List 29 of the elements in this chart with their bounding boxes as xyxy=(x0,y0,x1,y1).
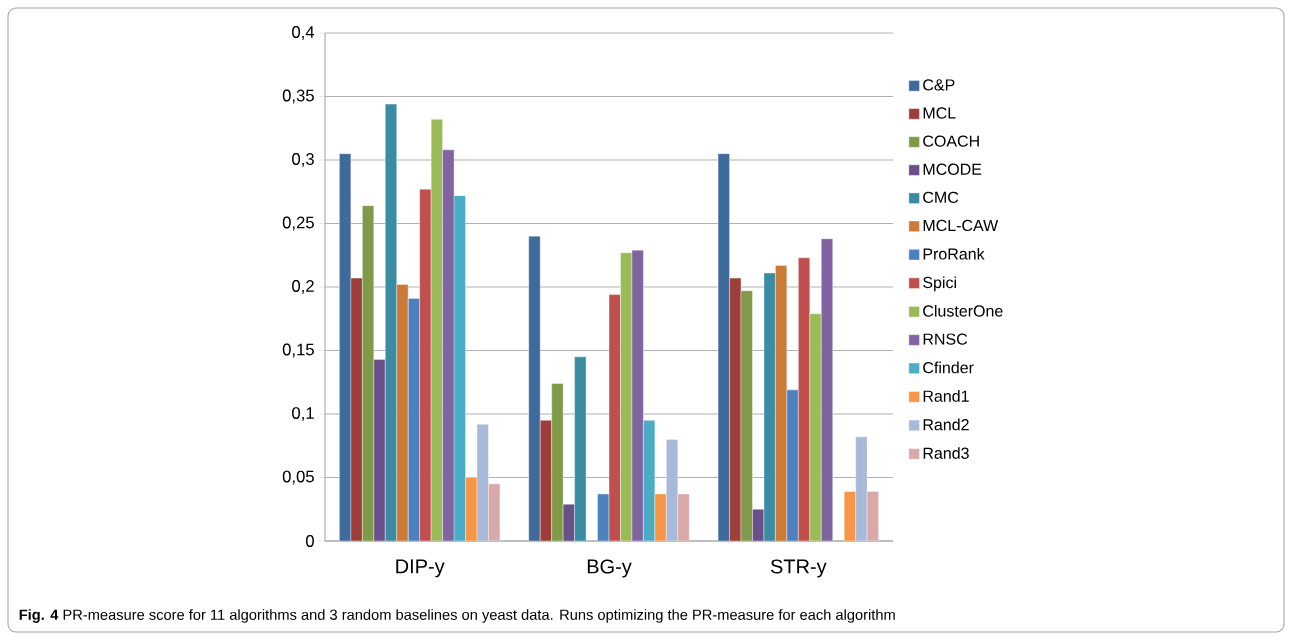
y-tick-label: 0 xyxy=(305,535,314,547)
y-tick-label: 0,2 xyxy=(292,280,314,294)
y-tick-label: 0,25 xyxy=(282,216,314,231)
legend-label: ProRank xyxy=(923,247,985,260)
legend-label: Cfinder xyxy=(923,361,974,374)
legend-label: Rand2 xyxy=(923,418,969,431)
bar xyxy=(809,313,822,541)
legend-label: RNSC xyxy=(923,333,968,345)
legend-label: Spici xyxy=(923,276,956,292)
y-tick-label: 0,3 xyxy=(292,153,314,167)
legend-label: COACH xyxy=(923,135,979,147)
y-tick-label: 0,15 xyxy=(282,343,314,358)
x-tick-label: STR-y xyxy=(770,559,827,578)
legend-label: Rand3 xyxy=(923,447,969,459)
legend-label: MCODE xyxy=(923,163,982,175)
y-tick-label: 0,4 xyxy=(292,26,315,40)
y-tick-label: 0,1 xyxy=(292,407,314,421)
x-tick-label: DIP-y xyxy=(396,559,445,578)
legend-label: MCL-CAW xyxy=(923,219,999,232)
legend-label: CMC xyxy=(923,191,959,203)
bar xyxy=(396,284,409,541)
legend-label: Rand1 xyxy=(923,390,969,402)
legend-label: ClusterOne xyxy=(923,304,1003,317)
y-tick-label: 0,05 xyxy=(282,470,314,485)
y-tick-label: 0,35 xyxy=(282,89,314,104)
x-tick-label: BG-y xyxy=(587,559,632,578)
text: Fig. 4 PR-measure score for 11 algorithms and 3 random baselines on yeast data. Runs optimizing the PR-measure for each algorithm xyxy=(19,609,895,623)
legend-label: C&P xyxy=(923,79,955,91)
legend-label: MCL xyxy=(923,107,956,119)
